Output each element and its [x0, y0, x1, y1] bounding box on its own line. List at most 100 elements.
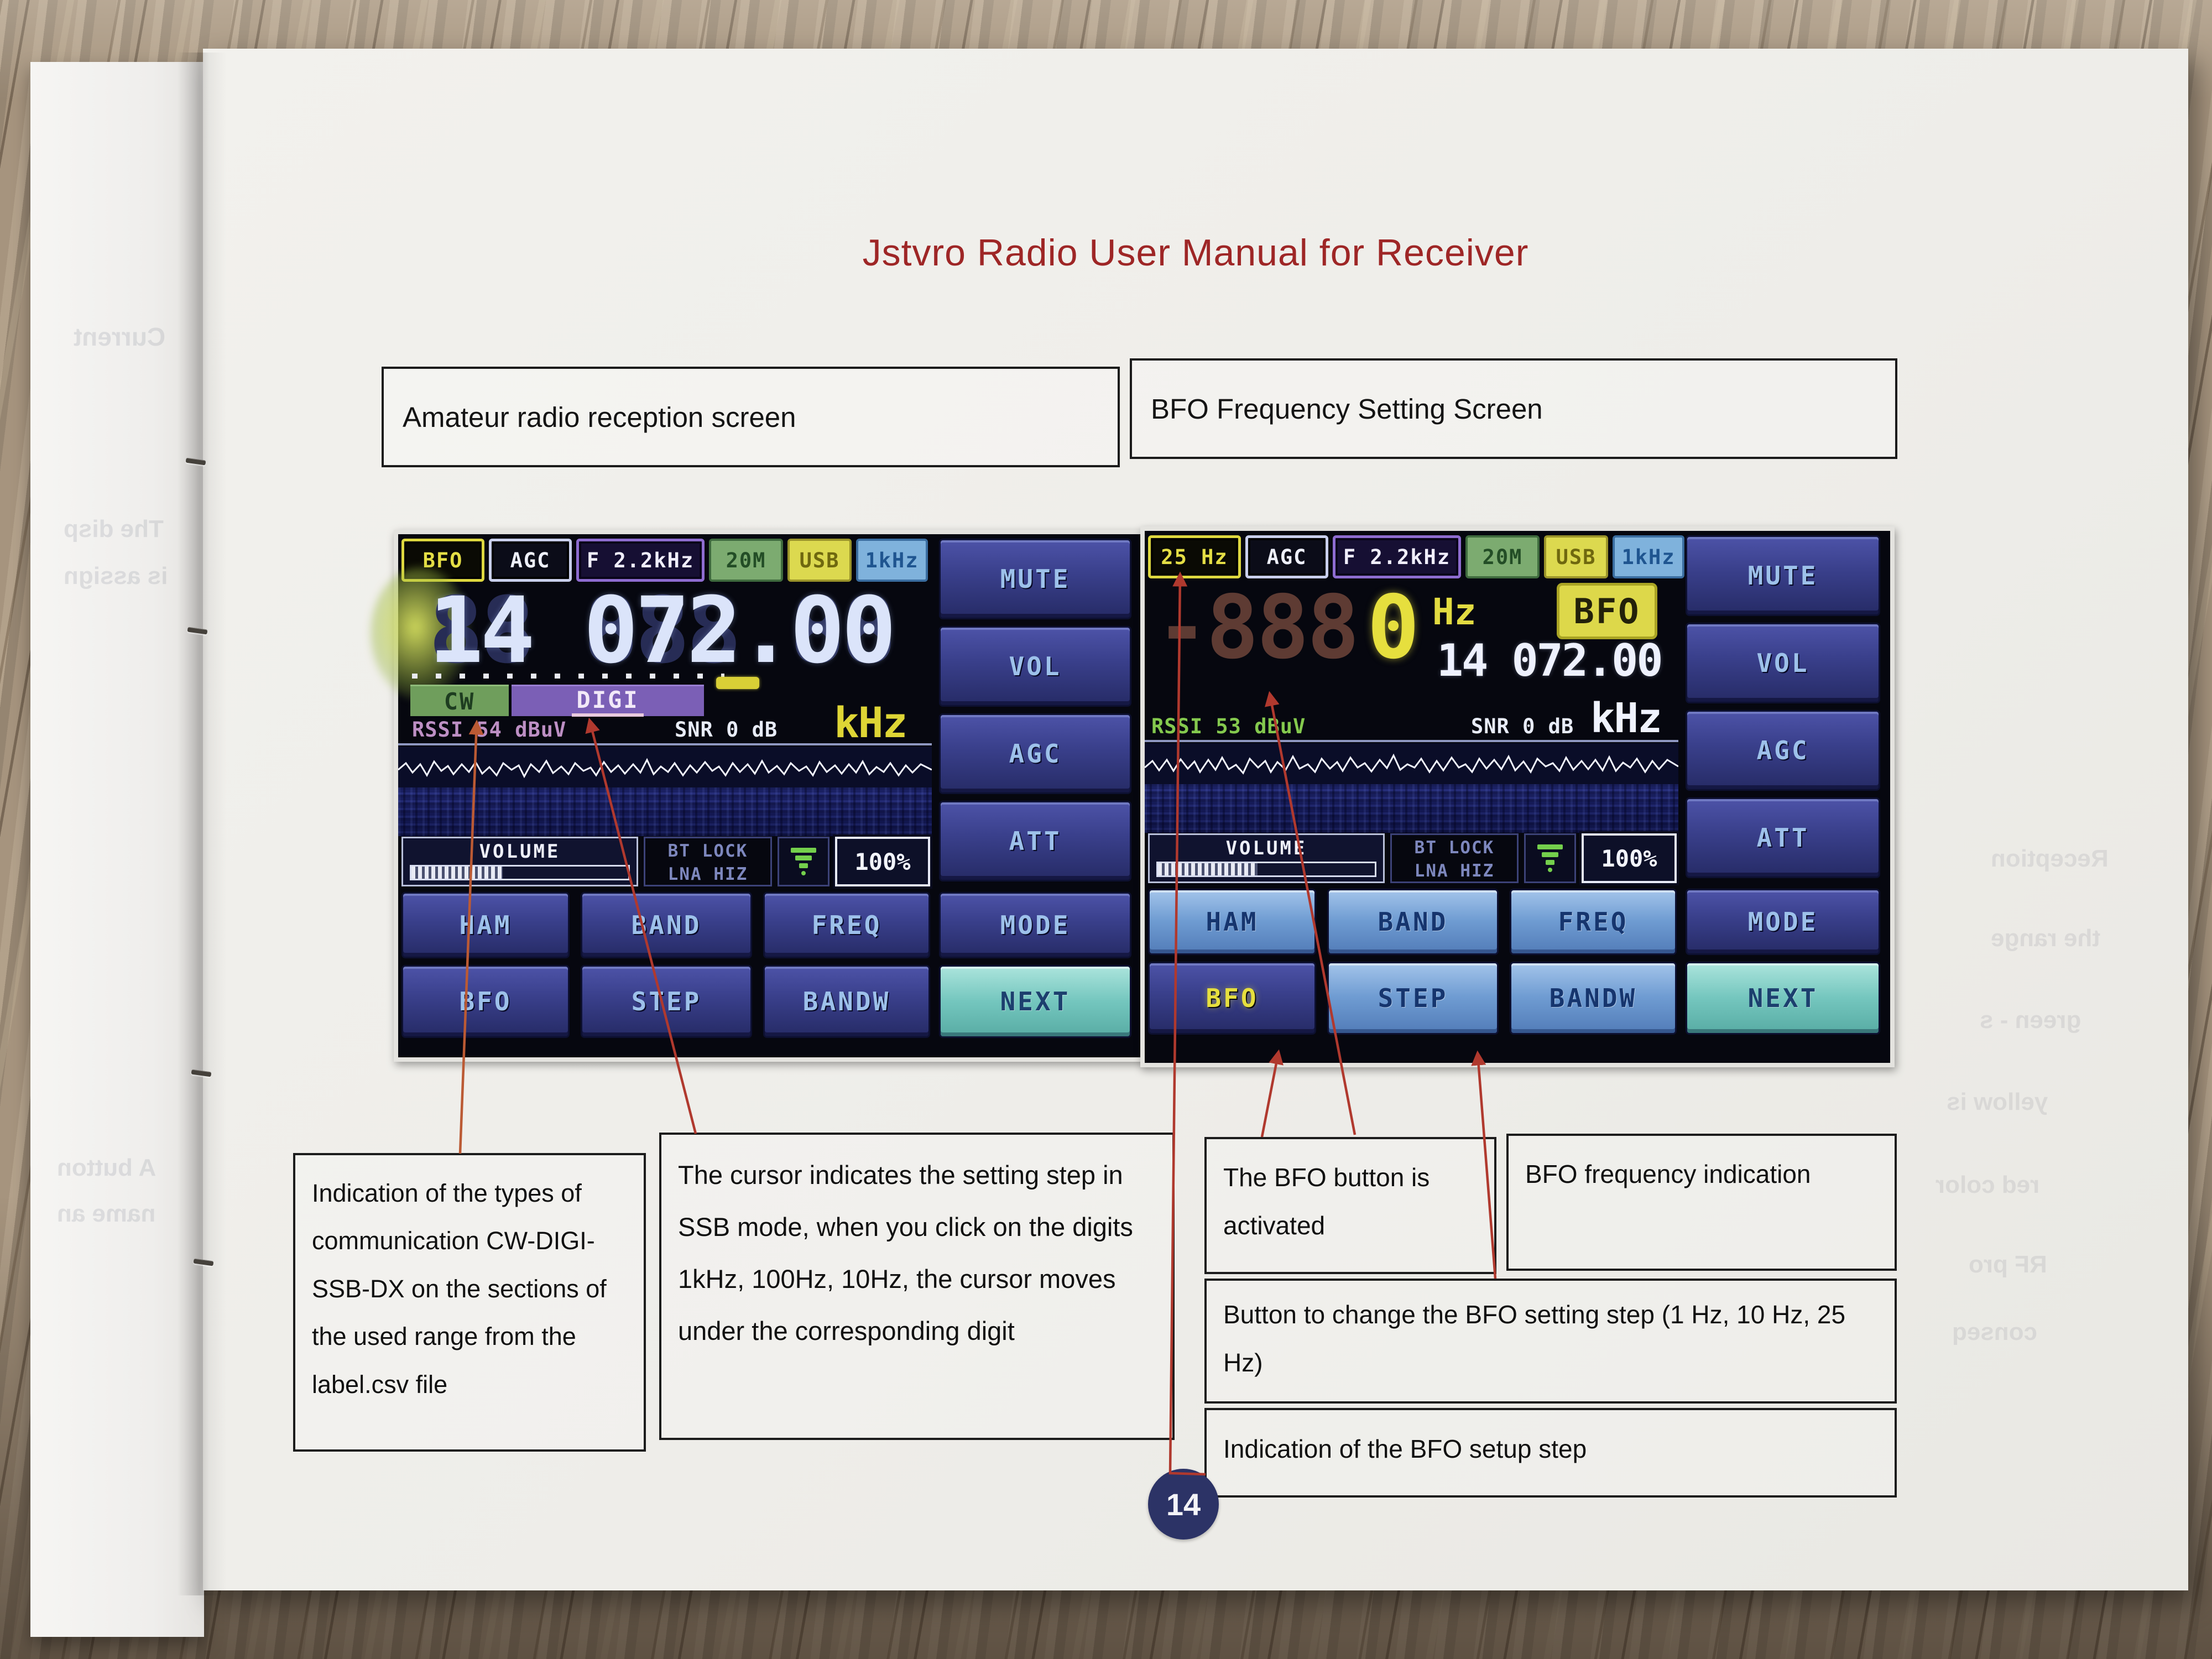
bfo-button[interactable]: BFO	[401, 965, 570, 1038]
signal-strength-icon	[778, 837, 830, 886]
display-divider	[1145, 740, 1678, 742]
frequency-unit: kHz	[1590, 695, 1662, 742]
section-label-left-text: Amateur radio reception screen	[403, 401, 796, 433]
waterfall-display	[1145, 784, 1678, 833]
volume-indicator[interactable]: VOLUME	[401, 837, 638, 886]
mode-button[interactable]: MODE	[1686, 889, 1880, 955]
section-label-right: BFO Frequency Setting Screen	[1130, 358, 1897, 459]
agc-percent-indicator: 100%	[835, 837, 930, 886]
bleed-through-text: the range	[1991, 925, 2101, 952]
step-button[interactable]: STEP	[1327, 962, 1499, 1035]
mute-button[interactable]: MUTE	[1686, 535, 1880, 616]
left-page-verso: Current The disp is assign A button name…	[30, 62, 204, 1637]
note-bfo-step-indication: Indication of the BFO setup step	[1204, 1408, 1897, 1498]
att-button[interactable]: ATT	[939, 801, 1131, 881]
note-bfo-activated-text: The BFO button is activated	[1223, 1163, 1430, 1240]
bleed-through-text: is assign	[64, 562, 168, 589]
bandw-button[interactable]: BANDW	[763, 965, 930, 1038]
bt-lock-lna-status: BT LOCK LNA HIZ	[1390, 833, 1519, 883]
agc-button[interactable]: AGC	[1686, 710, 1880, 791]
vol-button[interactable]: VOL	[1686, 623, 1880, 703]
badge-agc[interactable]: AGC	[1245, 535, 1328, 578]
ham-button[interactable]: HAM	[401, 892, 570, 958]
digi-label: DIGI	[572, 686, 644, 717]
bt-lock-label: BT LOCK	[667, 841, 748, 861]
agc-button[interactable]: AGC	[939, 713, 1131, 794]
bleed-through-text: A button	[57, 1154, 156, 1181]
bfo-ghost-segments: -888	[1156, 577, 1359, 679]
lna-hiz-label: LNA HIZ	[667, 864, 748, 884]
ham-button[interactable]: HAM	[1148, 889, 1316, 955]
snr-readout: SNR 0 dB	[675, 718, 778, 742]
bfo-frequency-digit[interactable]: 0	[1367, 577, 1420, 679]
note-bfo-step-button-text: Button to change the BFO setting step (1…	[1223, 1300, 1846, 1378]
signal-strength-icon	[1524, 833, 1576, 883]
lna-hiz-label: LNA HIZ	[1414, 861, 1495, 881]
bleed-through-text: RF pro	[1969, 1251, 2047, 1278]
badge-filter[interactable]: F 2.2kHz	[576, 539, 705, 582]
volume-indicator[interactable]: VOLUME	[1148, 833, 1385, 883]
bt-lock-lna-status: BT LOCK LNA HIZ	[644, 837, 772, 886]
note-bfo-step-button: Button to change the BFO setting step (1…	[1204, 1279, 1897, 1404]
rssi-readout: RSSI 53 dBuV	[1151, 714, 1306, 738]
note-bfo-frequency-text: BFO frequency indication	[1525, 1160, 1811, 1188]
volume-bar	[410, 865, 630, 880]
att-button[interactable]: ATT	[1686, 797, 1880, 878]
rssi-readout: RSSI 54 dBuV	[412, 718, 567, 742]
screenshot-bfo-screen: 25 Hz AGC F 2.2kHz 20M USB 1kHz -888 0 H…	[1140, 526, 1895, 1067]
note-communication-types: Indication of the types of communication…	[293, 1153, 646, 1452]
step-button[interactable]: STEP	[581, 965, 752, 1038]
badge-agc[interactable]: AGC	[489, 539, 572, 582]
waterfall-display	[398, 787, 932, 836]
band-section-digi: DIGI	[512, 685, 704, 717]
bleed-through-text: red color	[1936, 1171, 2040, 1198]
page-number-badge: 14	[1148, 1469, 1219, 1540]
snr-readout: SNR 0 dB	[1471, 714, 1574, 738]
frequency-ghost-segments: 88 888.88	[429, 577, 896, 684]
bleed-through-text: Reception	[1991, 845, 2109, 872]
volume-bar	[1156, 862, 1376, 877]
note-cursor-step-text: The cursor indicates the setting step in…	[678, 1160, 1133, 1345]
badge-mode-usb[interactable]: USB	[787, 539, 852, 582]
note-bfo-activated: The BFO button is activated	[1204, 1137, 1496, 1274]
page-title: Jstvro Radio User Manual for Receiver	[862, 232, 1529, 274]
vol-button[interactable]: VOL	[939, 626, 1131, 707]
section-label-right-text: BFO Frequency Setting Screen	[1151, 393, 1543, 425]
bfo-unit: Hz	[1432, 591, 1477, 633]
badge-bfo-step[interactable]: 25 Hz	[1148, 535, 1241, 578]
badge-mode-usb[interactable]: USB	[1544, 535, 1608, 578]
badge-step-1khz[interactable]: 1kHz	[856, 539, 928, 582]
spectrum-waveform	[398, 747, 932, 787]
bleed-through-text: yellow is	[1947, 1088, 2048, 1115]
bfo-button-active[interactable]: BFO	[1148, 962, 1316, 1035]
note-communication-types-text: Indication of the types of communication…	[312, 1179, 607, 1399]
cw-label: CW	[444, 687, 476, 715]
frequency-value: 14 072.00	[429, 577, 896, 684]
bleed-through-text: The disp	[64, 515, 164, 542]
frequency-unit: kHz	[834, 698, 907, 747]
section-label-left: Amateur radio reception screen	[382, 367, 1120, 467]
band-scale-ticks	[412, 674, 724, 679]
display-divider	[398, 743, 932, 745]
badge-band-20m[interactable]: 20M	[709, 539, 783, 582]
agc-percent-indicator: 100%	[1582, 833, 1677, 883]
note-bfo-step-indication-text: Indication of the BFO setup step	[1223, 1434, 1587, 1463]
tuned-frequency: 14 072.00	[1437, 635, 1663, 686]
band-button[interactable]: BAND	[581, 892, 752, 958]
badge-filter[interactable]: F 2.2kHz	[1333, 535, 1461, 578]
freq-button[interactable]: FREQ	[763, 892, 930, 958]
volume-label: VOLUME	[1225, 837, 1307, 859]
bfo-mode-badge: BFO	[1557, 583, 1657, 639]
bandw-button[interactable]: BANDW	[1510, 962, 1677, 1035]
next-button[interactable]: NEXT	[1686, 962, 1880, 1035]
note-bfo-frequency: BFO frequency indication	[1506, 1134, 1897, 1271]
freq-button[interactable]: FREQ	[1510, 889, 1677, 955]
mute-button[interactable]: MUTE	[939, 539, 1131, 619]
next-button[interactable]: NEXT	[939, 965, 1131, 1038]
band-button[interactable]: BAND	[1327, 889, 1499, 955]
bleed-through-text: Current	[74, 322, 166, 351]
mode-button[interactable]: MODE	[939, 892, 1131, 958]
badge-band-20m[interactable]: 20M	[1465, 535, 1540, 578]
badge-step-1khz[interactable]: 1kHz	[1613, 535, 1684, 578]
